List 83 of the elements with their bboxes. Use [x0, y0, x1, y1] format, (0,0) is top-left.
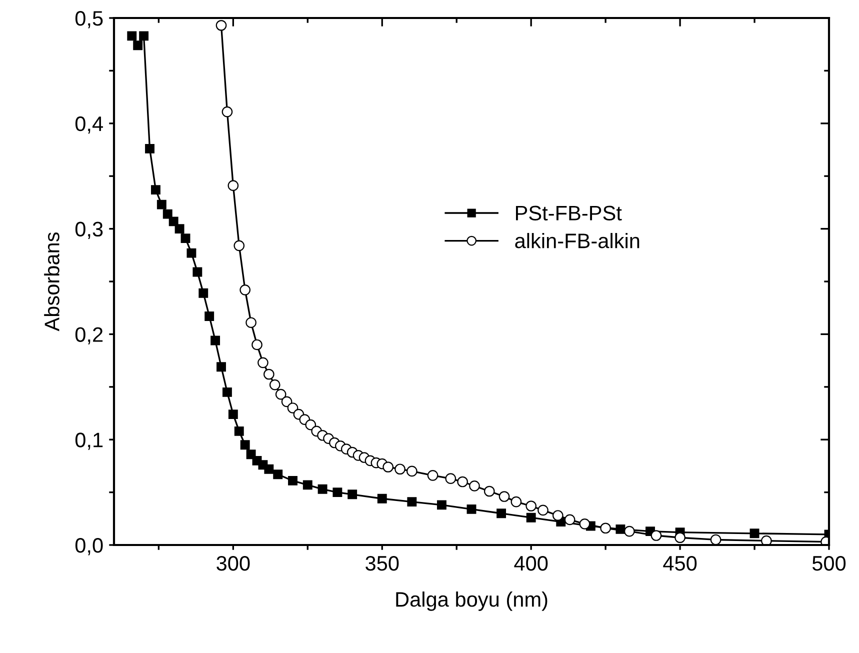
point — [258, 357, 268, 368]
point — [228, 180, 239, 191]
point — [457, 476, 468, 488]
point — [252, 339, 262, 350]
point — [427, 470, 438, 481]
point — [127, 31, 137, 41]
point — [269, 379, 280, 390]
point — [133, 40, 143, 50]
point — [318, 484, 328, 494]
point — [510, 496, 522, 508]
point — [180, 234, 190, 244]
y-tick-label: 0,1 — [75, 432, 103, 450]
point — [436, 500, 446, 510]
point — [156, 200, 166, 210]
point — [168, 216, 178, 226]
y-tick-label: 0,0 — [75, 538, 103, 556]
point — [150, 185, 160, 195]
point — [377, 494, 387, 504]
point — [273, 470, 283, 480]
point — [750, 528, 760, 538]
point — [246, 317, 256, 328]
point — [498, 491, 510, 502]
point — [174, 224, 184, 234]
point — [466, 504, 476, 514]
x-axis-title: Dalga boyu (nm) — [396, 592, 548, 611]
point — [552, 510, 564, 521]
point — [288, 476, 298, 486]
point — [710, 534, 722, 545]
legend-label: alkin-FB-alkin — [515, 232, 640, 248]
y-tick-label: 0,5 — [75, 11, 103, 28]
point — [624, 526, 635, 537]
point — [526, 512, 536, 522]
point — [216, 20, 227, 31]
point — [222, 387, 232, 397]
y-axis-title: Absorbans — [44, 232, 60, 332]
point — [650, 530, 662, 541]
point — [406, 466, 418, 477]
point — [281, 396, 292, 408]
legend-label: PSt-FB-PSt — [516, 206, 622, 221]
y-tick-label: 0,4 — [75, 116, 103, 134]
point — [469, 480, 480, 492]
point — [186, 248, 196, 258]
point — [240, 440, 250, 450]
x-tick-label: 350 — [366, 556, 399, 571]
point — [210, 336, 220, 346]
point — [484, 486, 495, 497]
point — [264, 368, 274, 380]
point — [302, 480, 312, 490]
point — [445, 473, 456, 484]
point — [496, 508, 506, 518]
x-tick-label: 450 — [663, 556, 697, 571]
point — [382, 462, 394, 472]
point — [674, 532, 686, 544]
point — [204, 312, 214, 322]
point — [234, 426, 244, 436]
x-tick-label: 400 — [514, 556, 548, 571]
point — [162, 209, 172, 219]
point — [264, 464, 274, 474]
y-tick-label: 0,2 — [75, 327, 103, 344]
point — [198, 288, 208, 298]
x-tick-label: 500 — [812, 556, 846, 571]
point — [139, 31, 149, 41]
point — [192, 267, 202, 277]
point — [234, 240, 245, 252]
x-tick-label: 300 — [216, 556, 250, 571]
point — [579, 518, 590, 530]
point — [216, 362, 226, 372]
point — [222, 106, 233, 118]
point — [761, 535, 772, 545]
point — [538, 504, 548, 516]
point — [305, 419, 316, 430]
point — [526, 500, 536, 512]
point — [228, 410, 238, 420]
point — [600, 522, 611, 534]
point — [275, 388, 286, 400]
point — [564, 514, 576, 526]
point — [348, 490, 358, 500]
point — [240, 284, 250, 296]
point — [407, 497, 417, 507]
point — [145, 144, 154, 154]
point — [332, 488, 342, 498]
y-tick-label: 0,3 — [75, 222, 103, 240]
point — [394, 464, 406, 475]
